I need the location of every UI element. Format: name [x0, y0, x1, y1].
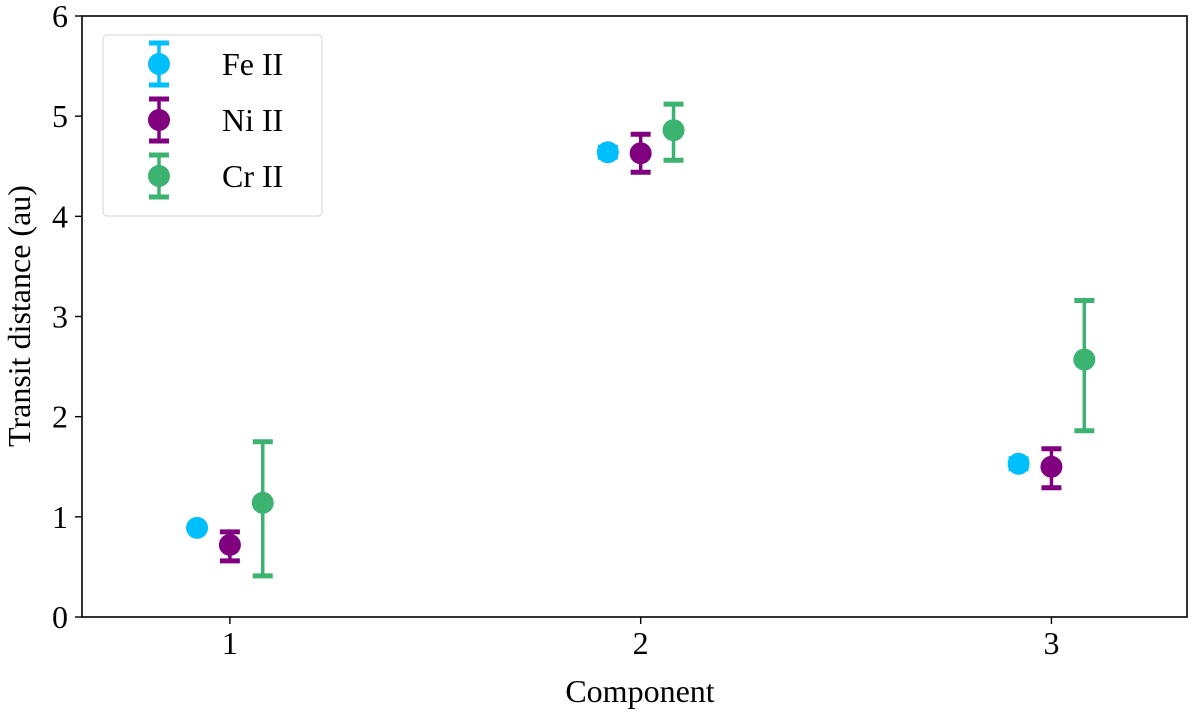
data-point: [186, 516, 209, 539]
legend-box: [102, 34, 323, 217]
legend-label: Cr II: [222, 158, 283, 194]
data-point: [1007, 452, 1030, 475]
series-fe-ii: [186, 141, 1030, 539]
axes: 0 1 2 3 4 5 6 1 2 3: [52, 0, 1188, 661]
legend-marker: [148, 109, 170, 131]
y-tick-label: 5: [52, 98, 68, 134]
y-tick-label: 3: [52, 299, 68, 335]
x-tick-label: 2: [633, 625, 649, 661]
data-point: [1073, 348, 1096, 371]
y-tick-label: 2: [52, 399, 68, 435]
data-point: [218, 533, 241, 556]
data-point: [629, 142, 652, 165]
y-tick-label: 1: [52, 499, 68, 535]
data-point: [662, 119, 685, 142]
series-ni-ii: [218, 131, 1063, 564]
data-point: [1040, 455, 1063, 478]
legend-marker: [148, 53, 170, 75]
y-tick-label: 0: [52, 599, 68, 635]
y-tick-label: 6: [52, 0, 68, 34]
x-tick-label: 1: [222, 625, 238, 661]
legend: Fe II Ni II Cr II: [102, 34, 323, 217]
data-point: [596, 141, 619, 164]
data-point: [251, 491, 274, 514]
series-cr-ii: [251, 101, 1096, 579]
y-tick-label: 4: [52, 198, 68, 234]
x-tick-label: 3: [1043, 625, 1059, 661]
legend-label: Ni II: [222, 102, 283, 138]
y-axis-label: Transit distance (au): [1, 185, 37, 447]
legend-label: Fe II: [222, 46, 283, 82]
x-axis-label: Component: [565, 673, 714, 709]
legend-marker: [148, 165, 170, 187]
plot-area: [186, 101, 1096, 579]
